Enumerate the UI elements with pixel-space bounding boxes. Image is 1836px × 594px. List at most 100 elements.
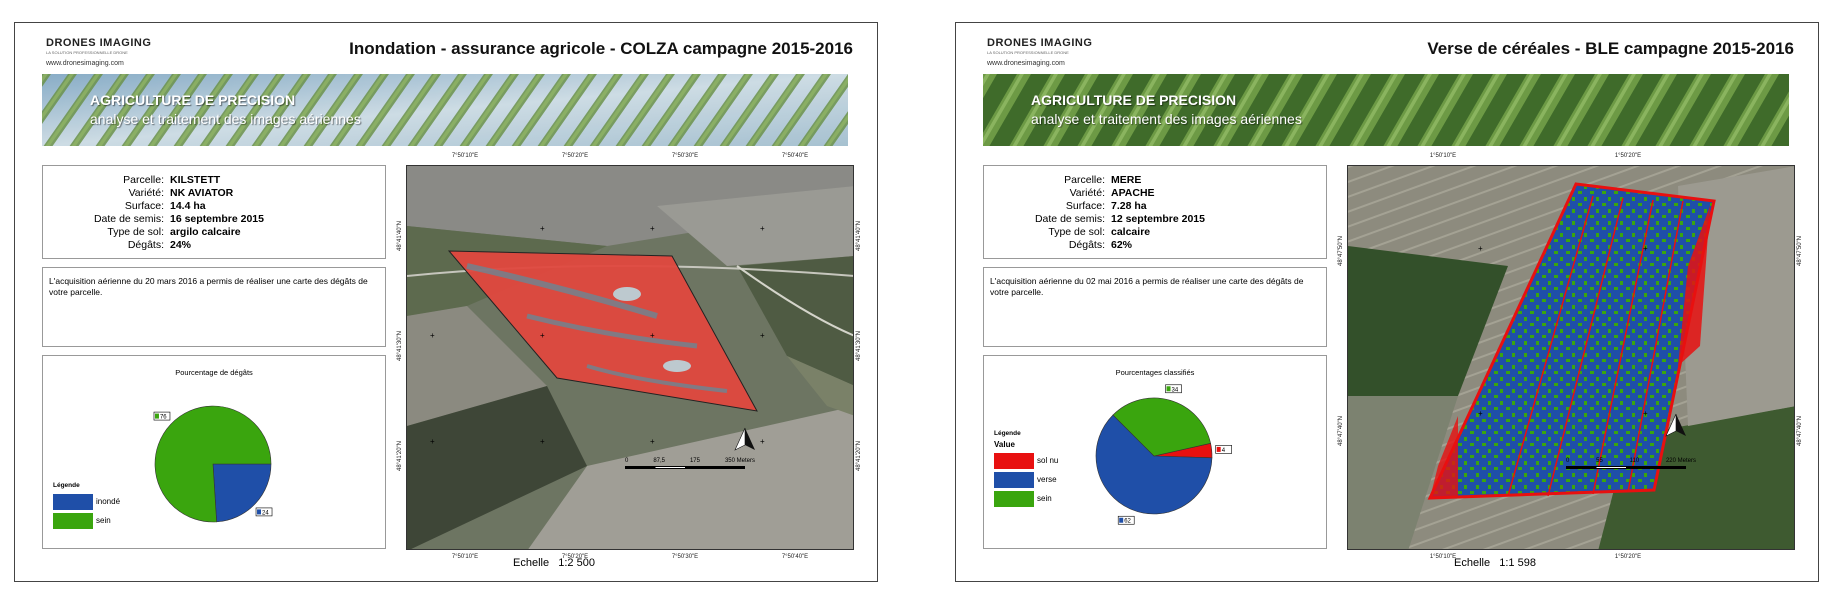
banner-subline: analyse et traitement des images aérienn…: [1031, 111, 1302, 127]
svg-text:+: +: [540, 437, 545, 446]
banner-subline: analyse et traitement des images aérienn…: [90, 111, 361, 127]
scale-bar: 0 87,5 175 350 Meters: [625, 458, 845, 469]
info-value: APACHE: [1111, 187, 1155, 199]
map-coord-side: 48°47'40"N: [1338, 415, 1344, 447]
brand-logo: DRONES IMAGING: [987, 37, 1093, 49]
pie-slice-sein: [1112, 397, 1211, 457]
info-label: Date de semis:: [93, 213, 164, 225]
svg-text:+: +: [760, 331, 765, 340]
lodging-zone[interactable]: [1430, 184, 1714, 498]
info-value: 16 septembre 2015: [170, 213, 264, 225]
legend-label: sol nu: [1037, 456, 1059, 465]
scale-tick: 0: [1566, 458, 1570, 464]
pie-chart-box: Pourcentage de dégâts 24 76 Légende inond…: [42, 355, 386, 549]
map-coord-side: 48°41'30"N: [397, 330, 403, 362]
map-coord-bottom: 1°50'10"E: [1429, 554, 1457, 560]
scale-tick: 0: [625, 458, 629, 464]
pie-chart: 24 76: [153, 405, 273, 523]
svg-text:+: +: [430, 437, 435, 446]
map-coord-top: 1°50'10"E: [1429, 153, 1457, 159]
chart-title: Pourcentages classifiés: [1115, 368, 1195, 377]
info-value: NK AVIATOR: [170, 187, 234, 199]
sheet-title: Inondation - assurance agricole - COLZA …: [349, 39, 853, 58]
legend-item-verse: verse: [994, 470, 1058, 489]
svg-text:+: +: [650, 331, 655, 340]
pie-slice-inondé: [212, 463, 272, 523]
info-label: Type de sol:: [107, 226, 164, 238]
legend-swatch: [53, 493, 93, 510]
legend-title: Légende: [994, 430, 1021, 437]
info-row-variete: Variété: NK AVIATOR: [43, 187, 385, 200]
description-box: L'acquisition aérienne du 02 mai 2016 a …: [983, 267, 1327, 347]
north-arrow-icon: [1665, 413, 1686, 437]
info-row-parcelle: Parcelle: KILSTETT: [43, 174, 385, 187]
scale-tick: 220 Meters: [1665, 458, 1696, 464]
info-row-surface: Surface: 7.28 ha: [984, 200, 1326, 213]
pie-chart: 4 62 34: [1095, 384, 1232, 525]
info-value: 14.4 ha: [170, 200, 206, 212]
brand-tagline: LA SOLUTION PROFESSIONNELLE DRONE: [46, 50, 128, 55]
info-value: 24%: [170, 239, 192, 251]
banner-photo: [983, 74, 1789, 146]
info-value: 62%: [1111, 239, 1133, 251]
north-arrow-icon: [734, 427, 755, 451]
scale-tick: 110: [1629, 458, 1640, 464]
info-row-parcelle: Parcelle: MERE: [984, 174, 1326, 187]
brand-logo: DRONES IMAGING: [46, 37, 152, 49]
info-label: Parcelle:: [1064, 174, 1105, 186]
map-coord-top: 1°50'20"E: [1614, 153, 1642, 159]
map-sheet-right: DRONES IMAGING LA SOLUTION PROFESSIONNEL…: [955, 22, 1819, 582]
map-view[interactable]: + + + + 0 55 110 220 Meters: [1347, 165, 1795, 550]
svg-text:62: 62: [1124, 519, 1131, 525]
info-label: Variété:: [128, 187, 164, 199]
map-coord-top: 7°50'40"E: [781, 153, 809, 159]
brand-url[interactable]: www.dronesimaging.com: [46, 60, 124, 67]
legend-label: inondé: [96, 497, 121, 506]
info-value: argilo calcaire: [170, 226, 241, 238]
map-coord-bottom: 7°50'40"E: [781, 554, 809, 560]
scale-label: Echelle 1:1 598: [1454, 557, 1536, 569]
info-row-sol: Type de sol: argilo calcaire: [43, 226, 385, 239]
info-label: Type de sol:: [1048, 226, 1105, 238]
banner-text: AGRICULTURE DE PRECISION analyse et trai…: [1031, 91, 1302, 129]
info-row-variete: Variété: APACHE: [984, 187, 1326, 200]
info-row-date: Date de semis: 12 septembre 2015: [984, 213, 1326, 226]
info-label: Dégâts:: [127, 239, 164, 251]
info-row-degats: Dégâts: 24%: [43, 239, 385, 252]
info-label: Surface:: [1065, 200, 1105, 212]
pie-value-label: 4: [1215, 445, 1232, 454]
banner-text: AGRICULTURE DE PRECISION analyse et trai…: [90, 91, 361, 129]
legend-item-sein: sein: [994, 489, 1058, 508]
svg-text:+: +: [1643, 244, 1648, 253]
brand-block: DRONES IMAGING LA SOLUTION PROFESSIONNEL…: [987, 37, 1092, 67]
map-coord-side: 48°41'40"N: [856, 220, 862, 252]
info-value: MERE: [1111, 174, 1142, 186]
legend-title: Légende: [53, 482, 80, 489]
map-coord-side: 48°41'20"N: [856, 440, 862, 472]
legend-subtitle: Value: [994, 440, 1015, 449]
legend-swatch: [53, 512, 93, 529]
info-value: 7.28 ha: [1111, 200, 1147, 212]
svg-text:+: +: [1478, 244, 1483, 253]
svg-text:+: +: [1478, 409, 1483, 418]
info-row-sol: Type de sol: calcaire: [984, 226, 1326, 239]
map-coord-top: 7°50'20"E: [561, 153, 589, 159]
description-box: L'acquisition aérienne du 20 mars 2016 a…: [42, 267, 386, 347]
pie-value-label: 34: [1165, 384, 1182, 393]
map-coord-side: 48°47'50"N: [1797, 235, 1803, 267]
banner: AGRICULTURE DE PRECISION analyse et trai…: [42, 74, 848, 146]
parcel-info: Parcelle: KILSTETT Variété: NK AVIATOR Sur…: [42, 165, 386, 259]
info-label: Variété:: [1069, 187, 1105, 199]
brand-url[interactable]: www.dronesimaging.com: [987, 60, 1065, 67]
pie-slice-sein: [154, 405, 272, 523]
chart-title: Pourcentage de dégâts: [175, 368, 253, 377]
legend-item-inonde: inondé: [53, 492, 120, 511]
legend-item-sol-nu: sol nu: [994, 451, 1058, 470]
map-view[interactable]: + + + + + + + + + + + 0 87,5 175 350 Meters: [406, 165, 854, 550]
map-coord-side: 48°41'30"N: [856, 330, 862, 362]
aerial-map: + + + + + + + + + + +: [407, 166, 853, 549]
svg-text:+: +: [650, 437, 655, 446]
map-coord-bottom: 1°50'20"E: [1614, 554, 1642, 560]
brand-block: DRONES IMAGING LA SOLUTION PROFESSIONNEL…: [46, 37, 151, 67]
legend-label: sein: [1037, 494, 1052, 503]
